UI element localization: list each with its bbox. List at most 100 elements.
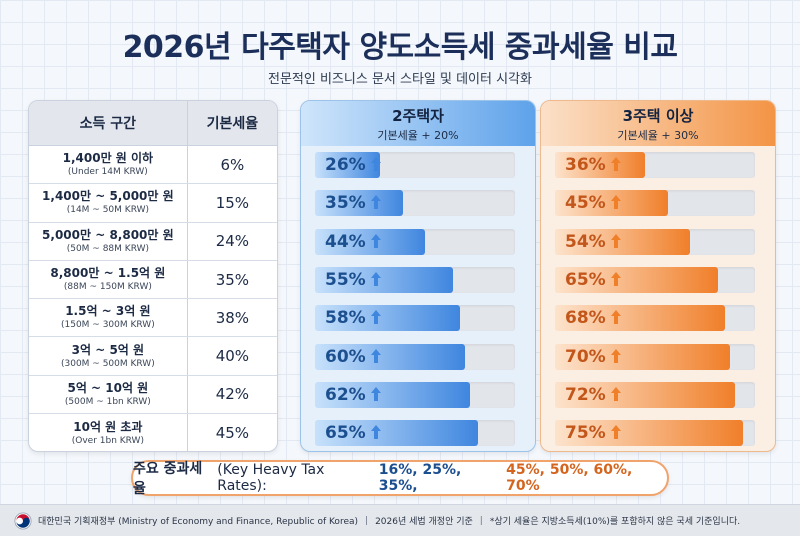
three-home-panel: 3주택 이상 기본세율 + 30% 36% 45% 54% 65% 68% 70% 72% 7…: [540, 100, 776, 452]
up-arrow-icon: [370, 348, 381, 363]
base-rate-cell: 38%: [215, 308, 250, 327]
three-home-subtitle: 기본세율 + 30%: [617, 128, 699, 142]
footer-note: *상기 세율은 지방소득세(10%)를 포함하지 않은 국세 기준입니다.: [489, 517, 741, 527]
bar-track: 44%: [315, 228, 515, 255]
table-row: 1,400만 원 이하 (Under 14M KRW) 6%: [29, 146, 277, 185]
government-seal-icon: [14, 511, 32, 530]
bar: [555, 305, 725, 332]
bar: [315, 190, 403, 217]
base-rate-cell: 42%: [215, 385, 250, 404]
two-home-panel: 2주택자 기본세율 + 20% 26% 35% 44% 55% 58% 60% 62% 65%: [300, 100, 536, 452]
range-korean: 8,800만 ~ 1.5억 원: [50, 266, 166, 281]
two-home-subtitle: 기본세율 + 20%: [377, 128, 459, 142]
range-korean: 5억 ~ 10억 원: [67, 380, 149, 395]
two-home-title: 2주택자: [392, 106, 444, 125]
range-korean: 5,000만 ~ 8,800만 원: [42, 227, 174, 242]
data-label-value: 70%: [565, 346, 606, 367]
base-rate-cell: 15%: [215, 193, 250, 212]
data-label: 55%: [325, 268, 381, 292]
up-arrow-icon: [610, 348, 621, 363]
bar-track: 35%: [315, 190, 515, 217]
income-range-cell: 5,000만 ~ 8,800만 원 (50M ~ 88M KRW): [29, 222, 188, 260]
data-label: 45%: [565, 191, 621, 215]
up-arrow-icon: [610, 271, 621, 286]
data-label: 54%: [565, 230, 621, 254]
up-arrow-icon: [610, 157, 621, 171]
up-arrow-icon: [370, 310, 381, 325]
up-arrow-icon: [610, 425, 621, 440]
income-range-cell: 1,400만 원 이하 (Under 14M KRW): [29, 146, 188, 184]
base-rate-cell: 6%: [220, 155, 245, 174]
range-korean: 3억 ~ 5억 원: [71, 342, 145, 357]
bar-track: 65%: [315, 420, 515, 447]
key-rates-label-en: (Key Heavy Tax Rates):: [217, 462, 325, 494]
up-arrow-icon: [370, 386, 381, 401]
up-arrow-icon: [370, 425, 381, 440]
range-english: (300M ~ 500M KRW): [60, 358, 155, 369]
data-label-value: 68%: [565, 308, 606, 329]
data-label: 65%: [325, 421, 381, 445]
tax-bracket-table: 소득 구간 기본세율 1,400만 원 이하 (Under 14M KRW) 6% 1…: [28, 100, 278, 452]
income-range-cell: 3억 ~ 5억 원 (300M ~ 500M KRW): [29, 337, 188, 375]
up-arrow-icon: [610, 386, 621, 401]
range-english: (14M ~ 50M KRW): [66, 205, 149, 216]
footer-separator: |: [479, 515, 483, 526]
bar-track: 45%: [555, 190, 755, 217]
data-label-value: 55%: [325, 269, 366, 290]
header-base-rate: 기본세율: [206, 116, 259, 132]
range-korean: 1,400만 원 이하: [62, 151, 154, 166]
table-header: 소득 구간 기본세율: [29, 101, 277, 146]
up-arrow-icon: [370, 271, 381, 286]
data-label-value: 36%: [565, 155, 606, 175]
range-korean: 1.5억 ~ 3억 원: [65, 304, 151, 319]
table-row: 5,000만 ~ 8,800만 원 (50M ~ 88M KRW) 24%: [29, 222, 277, 261]
bar: [555, 228, 690, 255]
table-row: 8,800만 ~ 1.5억 원 (88M ~ 150M KRW) 35%: [29, 260, 277, 300]
bar-track: 65%: [555, 266, 755, 293]
range-english: (50M ~ 88M KRW): [66, 243, 149, 254]
page-title: 2026년 다주택자 양도소득세 중과세율 비교: [122, 30, 678, 65]
bar: [555, 266, 718, 293]
data-label-value: 60%: [325, 346, 366, 367]
data-label-value: 26%: [325, 155, 366, 175]
up-arrow-icon: [610, 233, 621, 248]
key-rates-blue: 16%, 25%, 35%,: [378, 462, 462, 494]
bar-track: 58%: [315, 305, 515, 332]
data-label-value: 44%: [325, 231, 366, 252]
range-english: (Under 14M KRW): [67, 167, 148, 178]
bar-track: 26%: [315, 152, 515, 178]
table-row: 1,400만 ~ 5,000만 원 (14M ~ 50M KRW) 15%: [29, 184, 277, 223]
data-label-value: 45%: [565, 193, 606, 214]
bar: [555, 343, 730, 370]
base-rate-cell: 35%: [215, 270, 250, 289]
footer: 대한민국 기획재정부 (Ministry of Economy and Fina…: [0, 504, 800, 536]
up-arrow-icon: [370, 233, 381, 248]
data-label-value: 75%: [565, 423, 606, 444]
data-label-value: 35%: [325, 193, 366, 214]
bar: [315, 228, 425, 255]
base-rate-cell: 45%: [215, 424, 250, 443]
data-label: 70%: [565, 345, 621, 369]
up-arrow-icon: [370, 195, 381, 210]
data-label: 65%: [565, 268, 621, 292]
range-english: (150M ~ 300M KRW): [60, 320, 155, 331]
bar-track: 75%: [555, 420, 755, 447]
footer-ministry: 대한민국 기획재정부 (Ministry of Economy and Fina…: [38, 517, 359, 527]
income-range-cell: 5억 ~ 10억 원 (500M ~ 1bn KRW): [29, 375, 188, 414]
range-english: (88M ~ 150M KRW): [63, 282, 152, 293]
range-korean: 10억 원 초과: [73, 419, 143, 434]
two-home-header: 2주택자 기본세율 + 20%: [301, 101, 535, 146]
base-rate-cell: 24%: [215, 232, 250, 251]
data-label: 35%: [325, 191, 381, 215]
footer-separator: |: [365, 515, 369, 526]
data-label: 72%: [565, 383, 621, 407]
income-range-cell: 1,400만 ~ 5,000만 원 (14M ~ 50M KRW): [29, 184, 188, 222]
data-label-value: 54%: [565, 231, 606, 252]
header-income-range: 소득 구간: [29, 101, 188, 145]
up-arrow-icon: [610, 310, 621, 325]
bar: [555, 420, 743, 447]
data-label-value: 65%: [325, 423, 366, 444]
bar: [315, 420, 478, 447]
income-range-cell: 1.5억 ~ 3억 원 (150M ~ 300M KRW): [29, 299, 188, 337]
bar: [555, 190, 668, 217]
